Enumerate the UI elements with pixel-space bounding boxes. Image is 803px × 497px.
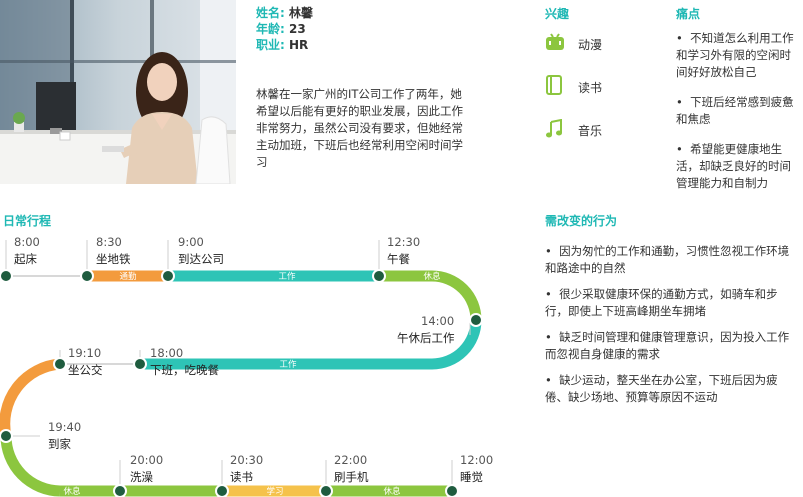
pain-point-item: • 希望能更健康地生活，却缺乏良好的时间管理能力和自制力	[676, 142, 791, 190]
behavior-item: • 缺少运动，整天坐在办公室，下班后因为疲倦、缺少场地、预算等原因不运动	[545, 373, 778, 404]
segment-label-rest: 休息	[423, 271, 441, 282]
behaviors-title: 需改变的行为	[545, 214, 618, 228]
pain-point-text: 希望能更健康地生活，却缺乏良好的时间管理能力和自制力	[676, 142, 791, 190]
event-time: 18:00	[150, 346, 184, 360]
interest-item-anime	[545, 33, 565, 55]
interest-label-reading: 读书	[578, 81, 603, 95]
event-label: 到家	[48, 437, 71, 451]
name-value: 林馨	[289, 6, 314, 20]
schedule-title: 日常行程	[3, 214, 52, 228]
job-value: HR	[289, 38, 309, 52]
event-time: 19:10	[68, 346, 102, 360]
behavior-text: 很少采取健康环保的通勤方式，如骑车和步行，即使上下班高峰期坐车拥堵	[545, 287, 778, 318]
behavior-text: 缺少运动，整天坐在办公室，下班后因为疲倦、缺少场地、预算等原因不运动	[545, 373, 778, 404]
event-label: 午休后工作	[397, 331, 455, 345]
pain-point-item: • 下班后经常感到疲惫和焦虑	[676, 95, 794, 126]
timeline-node-arrive	[161, 269, 175, 283]
pain-point-item: • 不知道怎么利用工作和学习外有限的空闲时间好好放松自己	[676, 31, 794, 79]
job-row: 职业: HR	[256, 37, 308, 53]
event-label: 读书	[230, 470, 253, 484]
timeline-node-phone	[319, 484, 333, 497]
job-key: 职业:	[256, 38, 285, 52]
event-label: 午餐	[387, 252, 410, 266]
timeline-node-subway	[80, 269, 94, 283]
timeline-node-work-after-nap	[469, 313, 483, 327]
name-key: 姓名:	[256, 6, 285, 20]
behavior-item: • 很少采取健康环保的通勤方式，如骑车和步行，即使上下班高峰期坐车拥堵	[545, 287, 778, 318]
event-time: 12:30	[387, 235, 421, 249]
behavior-text: 因为匆忙的工作和通勤，习惯性忽视工作环境和路途中的自然	[545, 244, 790, 275]
event-label: 洗澡	[130, 470, 153, 484]
event-label: 坐地铁	[96, 252, 131, 266]
timeline-node-lunch	[372, 269, 386, 283]
event-label: 下班，吃晚餐	[150, 363, 219, 377]
track-rest-curve2	[0, 435, 61, 497]
age-key: 年龄:	[256, 22, 285, 36]
profile-photo	[0, 0, 236, 184]
event-time: 8:30	[96, 235, 122, 249]
timeline-node-shower	[113, 484, 127, 497]
timeline-node-home	[0, 429, 13, 443]
music-note-icon	[546, 118, 562, 138]
event-label: 睡觉	[460, 470, 483, 484]
event-time: 19:40	[48, 420, 82, 434]
behavior-text: 缺乏时间管理和健康管理意识，因为投入工作而忽视自身健康的需求	[545, 330, 790, 361]
interest-label-music: 音乐	[578, 124, 603, 138]
event-time: 9:00	[178, 235, 204, 249]
timeline-node-sleep	[445, 484, 459, 497]
interest-item-reading	[545, 75, 563, 99]
pain-points-title: 痛点	[676, 7, 701, 21]
interest-label-anime: 动漫	[578, 38, 603, 52]
segment-label-study: 学习	[266, 486, 283, 497]
event-label: 起床	[14, 252, 37, 266]
pain-point-text: 不知道怎么利用工作和学习外有限的空闲时间好好放松自己	[676, 31, 794, 79]
timeline-node-bus	[53, 357, 67, 371]
segment-label-commute: 通勤	[119, 271, 137, 282]
book-icon	[546, 75, 562, 95]
segment-label-rest3: 休息	[383, 486, 401, 497]
segment-label-rest2: 休息	[63, 486, 81, 497]
segment-label-work2: 工作	[279, 359, 297, 370]
segment-label-work: 工作	[278, 271, 296, 282]
behavior-item: • 缺乏时间管理和健康管理意识，因为投入工作而忽视自身健康的需求	[545, 330, 790, 361]
event-time: 12:00	[460, 453, 494, 467]
event-label: 到达公司	[178, 252, 224, 266]
interest-item-music	[545, 118, 563, 143]
behavior-item: • 因为匆忙的工作和通勤，习惯性忽视工作环境和路途中的自然	[545, 244, 790, 275]
timeline-node-read	[215, 484, 229, 497]
interests-title: 兴趣	[545, 7, 570, 21]
pain-point-text: 下班后经常感到疲惫和焦虑	[676, 95, 794, 126]
track-work-curve	[431, 319, 482, 370]
event-label: 坐公交	[68, 363, 103, 377]
event-time: 20:30	[230, 453, 264, 467]
event-time: 14:00	[421, 314, 455, 328]
age-row: 年龄: 23	[256, 21, 306, 37]
event-label: 刷手机	[334, 470, 369, 484]
timeline-node-wakeup	[0, 269, 13, 283]
timeline-node-off-work	[133, 357, 147, 371]
event-time: 20:00	[130, 453, 164, 467]
name-row: 姓名: 林馨	[256, 5, 313, 21]
age-value: 23	[289, 22, 306, 36]
track-commute-curve	[0, 358, 61, 438]
event-time: 8:00	[14, 235, 40, 249]
bilibili-tv-icon	[546, 33, 564, 50]
event-time: 22:00	[334, 453, 368, 467]
profile-bio: 林馨在一家广州的IT公司工作了两年，她希望以后能有更好的职业发展，因此工作非常努…	[256, 87, 463, 169]
track-rest-curve	[431, 270, 482, 321]
